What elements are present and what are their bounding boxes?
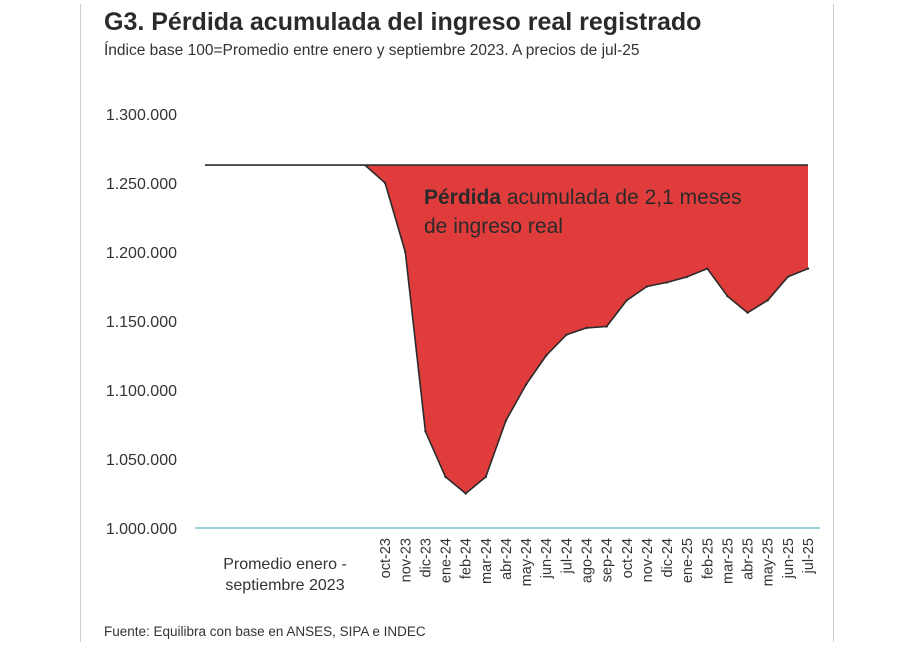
y-tick-label: 1.150.000 <box>106 314 177 331</box>
annotation-line2: de ingreso real <box>424 215 563 238</box>
x-tick-label: feb-24 <box>459 538 475 579</box>
chart-frame <box>80 4 834 642</box>
data-point-oct-23 <box>383 181 387 185</box>
x-tick-label: feb-25 <box>700 538 716 579</box>
x-tick-label: oct-23 <box>378 538 394 578</box>
data-point-jul-24 <box>565 333 568 336</box>
data-point-oct-24 <box>625 299 628 302</box>
y-tick-label: 1.050.000 <box>106 452 177 469</box>
x-label-baseline-line2: septiembre 2023 <box>225 577 344 594</box>
chart-source: Fuente: Equilibra con base en ANSES, SIP… <box>104 624 426 639</box>
y-tick-label: 1.000.000 <box>106 521 177 538</box>
data-point-feb-24 <box>464 492 467 495</box>
y-tick-label: 1.250.000 <box>106 176 177 193</box>
x-tick-label: jul-24 <box>559 538 575 574</box>
x-tick-label: ago-24 <box>580 538 596 583</box>
chart-subtitle: Índice base 100=Promedio entre enero y s… <box>104 42 640 59</box>
x-tick-label: dic-24 <box>660 538 676 578</box>
data-point-feb-25 <box>706 267 709 270</box>
x-tick-label: ene-24 <box>439 538 455 583</box>
y-tick-label: 1.300.000 <box>106 107 177 124</box>
x-tick-label: abr-25 <box>741 538 757 580</box>
data-point-mar-24 <box>484 475 487 479</box>
data-point-ene-25 <box>686 275 689 278</box>
x-tick-label: oct-24 <box>620 538 636 578</box>
x-tick-label: mar-24 <box>479 538 495 584</box>
data-point-jun-25 <box>786 275 790 278</box>
data-point-mar-25 <box>726 295 729 298</box>
y-tick-label: 1.100.000 <box>106 383 177 400</box>
annotation-line1: acumulada de 2,1 meses <box>501 186 742 209</box>
data-point-sep-24 <box>605 325 608 328</box>
data-point-abr-24 <box>504 419 508 422</box>
series-line <box>364 164 809 495</box>
x-tick-label: abr-24 <box>499 538 515 580</box>
x-tick-label: mar-25 <box>720 538 736 584</box>
x-tick-label: jun-25 <box>781 538 797 579</box>
x-tick-label: ene-25 <box>680 538 696 583</box>
data-point-jun-24 <box>545 354 548 357</box>
chart-title: G3. Pérdida acumulada del ingreso real r… <box>104 8 702 36</box>
loss-area <box>365 165 808 494</box>
x-tick-label: may-24 <box>519 538 535 586</box>
x-tick-label: jun-24 <box>539 538 555 579</box>
annotation-bold: Pérdida <box>424 186 502 209</box>
data-point-nov-23 <box>404 250 407 254</box>
data-point-ago-24 <box>585 326 588 330</box>
data-point-may-25 <box>766 299 769 302</box>
x-tick-label: dic-23 <box>418 538 434 578</box>
data-point-nov-24 <box>645 285 649 288</box>
loss-annotation: Pérdida acumulada de 2,1 meses de ingres… <box>424 183 814 241</box>
x-tick-label: jul-25 <box>801 538 817 574</box>
x-tick-label: nov-23 <box>398 538 414 582</box>
x-tick-label: may-25 <box>761 538 777 586</box>
data-point-may-24 <box>524 383 528 386</box>
data-point-ene-24 <box>444 475 447 479</box>
data-point-abr-25 <box>746 311 749 314</box>
x-tick-label: nov-24 <box>640 538 656 582</box>
y-tick-label: 1.200.000 <box>106 245 177 262</box>
data-point-dic-23 <box>424 430 427 433</box>
x-tick-label: sep-24 <box>600 538 616 582</box>
data-point-dic-24 <box>665 281 669 284</box>
data-point-jul-25 <box>806 267 810 270</box>
x-label-baseline-line1: Promedio enero - <box>223 556 347 573</box>
